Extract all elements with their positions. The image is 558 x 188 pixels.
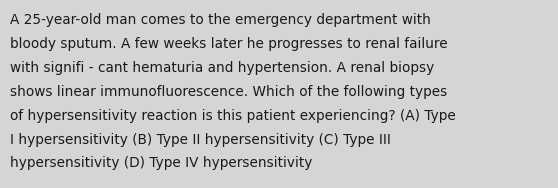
Text: I hypersensitivity (B) Type II hypersensitivity (C) Type III: I hypersensitivity (B) Type II hypersens… (10, 133, 391, 146)
Text: of hypersensitivity reaction is this patient experiencing? (A) Type: of hypersensitivity reaction is this pat… (10, 109, 456, 123)
Text: bloody sputum. A few weeks later he progresses to renal failure: bloody sputum. A few weeks later he prog… (10, 37, 448, 51)
Text: hypersensitivity (D) Type IV hypersensitivity: hypersensitivity (D) Type IV hypersensit… (10, 156, 312, 170)
Text: A 25-year-old man comes to the emergency department with: A 25-year-old man comes to the emergency… (10, 13, 431, 27)
Text: with signifi - cant hematuria and hypertension. A renal biopsy: with signifi - cant hematuria and hypert… (10, 61, 434, 75)
Text: shows linear immunofluorescence. Which of the following types: shows linear immunofluorescence. Which o… (10, 85, 448, 99)
